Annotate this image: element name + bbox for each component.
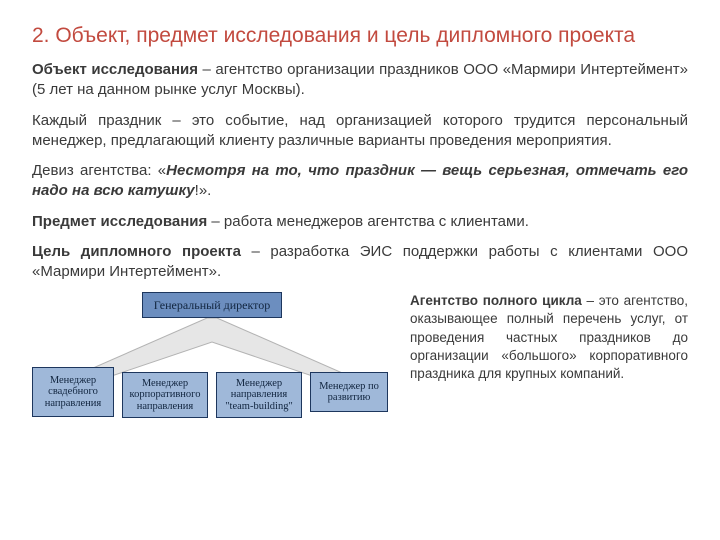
goal-lead: Цель дипломного проекта [32, 243, 241, 260]
org-node-root: Генеральный директор [142, 292, 282, 318]
side-note-lead: Агентство полного цикла [410, 293, 582, 308]
paragraph-description: Каждый праздник – это событие, над орган… [32, 111, 688, 152]
slide-container: 2. Объект, предмет исследования и цель д… [0, 0, 720, 540]
slide-title: 2. Объект, предмет исследования и цель д… [32, 24, 688, 48]
org-node-development: Менеджер по развитию [310, 372, 388, 412]
motto-post: !». [195, 182, 212, 199]
side-note-paragraph: Агентство полного цикла – это агентство,… [410, 292, 688, 383]
paragraph-motto: Девиз агентства: «Несмотря на то, что пр… [32, 161, 688, 202]
body-text-block: Объект исследования – агентство организа… [32, 60, 688, 282]
paragraph-object: Объект исследования – агентство организа… [32, 60, 688, 101]
org-node-corporate: Менеджер корпоративного направления [122, 372, 208, 418]
motto-pre: Девиз агентства: « [32, 162, 166, 179]
side-note: Агентство полного цикла – это агентство,… [410, 292, 688, 383]
paragraph-subject: Предмет исследования – работа менеджеров… [32, 212, 688, 232]
org-node-wedding: Менеджер свадебного направления [32, 367, 114, 417]
subject-rest: – работа менеджеров агентства с клиентам… [207, 213, 529, 230]
paragraph-goal: Цель дипломного проекта – разработка ЭИС… [32, 242, 688, 283]
subject-lead: Предмет исследования [32, 213, 207, 230]
object-lead: Объект исследования [32, 61, 198, 78]
bottom-row: Генеральный директор Менеджер свадебного… [32, 292, 688, 422]
org-node-teambuilding: Менеджер направления "team-building" [216, 372, 302, 418]
org-chart: Генеральный директор Менеджер свадебного… [32, 292, 392, 422]
